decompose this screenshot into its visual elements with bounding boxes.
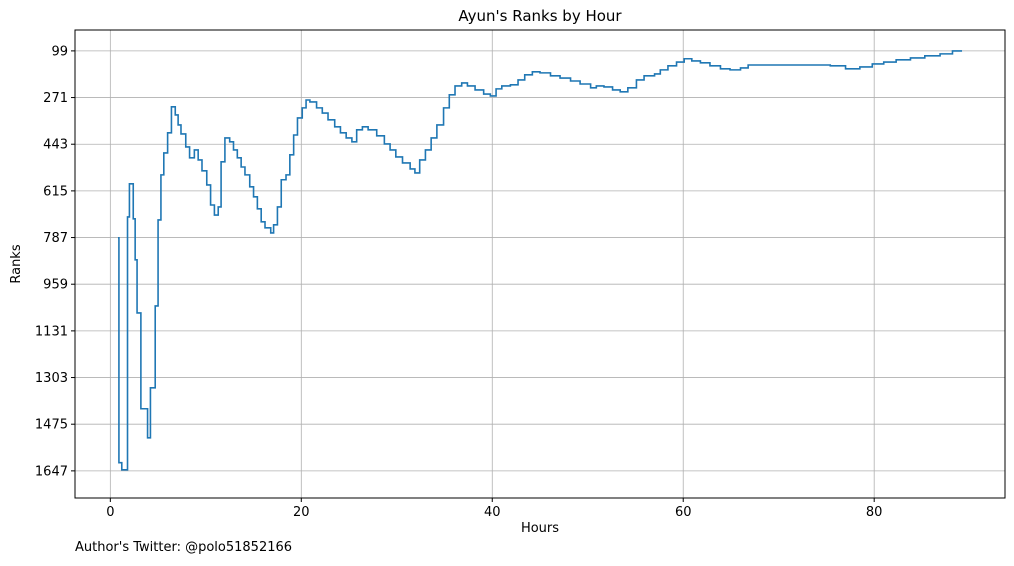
y-tick-label: 787 — [43, 231, 68, 246]
y-tick-label: 99 — [51, 44, 68, 59]
data-line — [117, 50, 963, 471]
plot-frame — [74, 29, 1006, 499]
y-tick-label: 959 — [43, 278, 68, 293]
footer: Author's Twitter: @polo51852166 — [75, 540, 292, 555]
chart-title: Ayun's Ranks by Hour — [458, 7, 622, 25]
x-tick-label: 0 — [106, 505, 114, 520]
y-axis-label: Ranks — [9, 244, 24, 283]
x-tick-label: 20 — [293, 505, 310, 520]
y-tick-label: 1475 — [35, 418, 68, 433]
y-tick-label: 443 — [43, 138, 68, 153]
y-tick-label: 1303 — [35, 371, 68, 386]
x-tick-label: 40 — [484, 505, 501, 520]
y-tick-label: 1131 — [35, 324, 68, 339]
x-axis-label: Hours — [521, 521, 559, 536]
y-tick-label: 615 — [43, 184, 68, 199]
y-tick-label: 271 — [43, 91, 68, 106]
y-tick-label: 1647 — [35, 464, 68, 479]
x-tick-label: 60 — [675, 505, 692, 520]
x-tick-label: 80 — [866, 505, 883, 520]
